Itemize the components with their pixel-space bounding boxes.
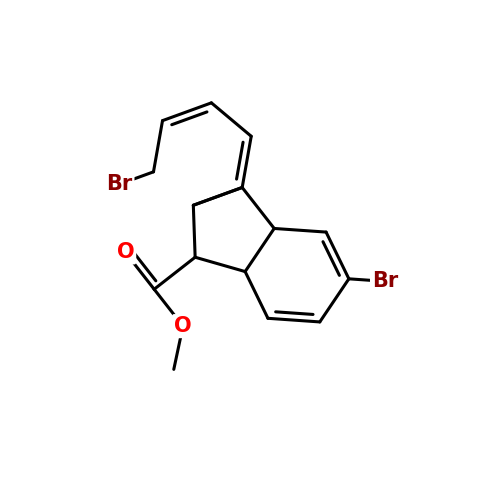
Text: O: O <box>116 242 134 262</box>
Text: Br: Br <box>106 174 132 195</box>
Text: Br: Br <box>372 272 398 291</box>
Text: O: O <box>174 316 192 336</box>
